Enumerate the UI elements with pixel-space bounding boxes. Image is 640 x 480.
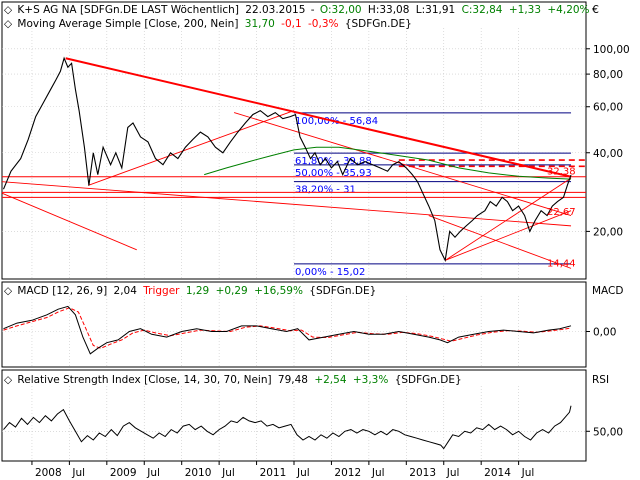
- level-labels: 32,38 22,67 14,44: [547, 167, 576, 270]
- change-pct-value: +4,20%: [547, 4, 589, 16]
- trend-line[interactable]: [87, 110, 295, 186]
- rsi-panel[interactable]: 50,00 ◇ Relative Strength Index [Close, …: [1, 369, 623, 462]
- price-header: ◇ K+S AG NA [SDFGn.DE LAST Wöchentlich] …: [4, 4, 590, 16]
- price-y-axis: 100,00 80,00 60,00 40,00 20,00: [586, 44, 630, 238]
- rsi-value: 79,48: [278, 374, 308, 386]
- collapse-toggle-icon: ◇: [4, 4, 13, 16]
- rsi-y-tick-label: 50,00: [593, 426, 623, 438]
- rsi-change-pct: +3,3%: [353, 374, 388, 386]
- price-y-tick-label: 100,00: [593, 44, 630, 56]
- x-axis-tick-label: 2009: [110, 467, 137, 479]
- sma-header: ◇ Moving Average Simple [Close, 200, Nei…: [4, 18, 412, 30]
- macd-axis-title: MACD: [592, 285, 623, 297]
- x-axis-tick-label: Jul: [446, 467, 460, 479]
- open-value: O:32,00: [320, 4, 362, 16]
- high-value: H:33,08: [368, 4, 410, 16]
- collapse-toggle-icon: ◇: [4, 374, 13, 386]
- trend-line[interactable]: [428, 215, 572, 269]
- price-y-tick-label: 20,00: [593, 226, 623, 238]
- trend-line[interactable]: [445, 210, 572, 261]
- sma-change: -0,1: [281, 18, 302, 30]
- horizontal-levels[interactable]: [2, 159, 586, 198]
- rsi-axis-title: RSI: [592, 374, 609, 386]
- x-axis-tick-label: 2014: [484, 467, 511, 479]
- price-panel-frame: [1, 1, 587, 280]
- x-axis-tick-label: Jul: [521, 467, 535, 479]
- level-price-label: 32,38: [547, 167, 576, 178]
- x-axis-tick-label: 2013: [409, 467, 436, 479]
- rsi-source: {SDFGn.DE}: [395, 374, 462, 386]
- price-y-tick-label: 60,00: [593, 102, 623, 114]
- x-axis-tick-label: 2008: [35, 467, 62, 479]
- sma-value: 31,70: [245, 18, 275, 30]
- trigger-change-pct: +16,59%: [254, 285, 303, 297]
- x-axis-tick-label: Jul: [71, 467, 85, 479]
- trend-line[interactable]: [444, 177, 572, 261]
- fib-level-label: 61,80% - 39,88: [295, 156, 372, 167]
- level-price-label: 14,44: [547, 258, 576, 269]
- macd-y-axis: 0,00: [586, 327, 616, 339]
- macd-source: {SDFGn.DE}: [309, 285, 376, 297]
- trigger-change: +0,29: [216, 285, 248, 297]
- trend-line[interactable]: [65, 57, 572, 178]
- rsi-line: [3, 405, 572, 450]
- trigger-label: Trigger: [142, 285, 180, 297]
- macd-y-tick-label: 0,00: [593, 327, 616, 339]
- x-axis-tick-label: 2012: [334, 467, 361, 479]
- x-axis-tick-label: Jul: [146, 467, 160, 479]
- macd-value: 2,04: [114, 285, 138, 297]
- currency-label: €: [592, 3, 599, 16]
- trend-lines[interactable]: [1, 57, 572, 269]
- fib-level-label: 0,00% - 15,02: [295, 267, 365, 278]
- macd-panel-frame: [1, 281, 587, 368]
- trigger-value: 1,29: [186, 285, 209, 297]
- symbol-label: K+S AG NA [SDFGn.DE LAST Wöchentlich]: [17, 4, 239, 16]
- collapse-toggle-icon: ◇: [4, 18, 13, 30]
- change-value: +1,33: [509, 4, 541, 16]
- close-value: C:32,84: [462, 4, 503, 16]
- sma-200-line: [204, 146, 572, 180]
- low-value: L:31,91: [416, 4, 455, 16]
- rsi-header: ◇ Relative Strength Index [Close, 14, 30…: [4, 374, 462, 386]
- price-y-tick-label: 40,00: [593, 148, 623, 160]
- date-label: 22.03.2015: [245, 4, 305, 16]
- x-axis-tick-label: Jul: [371, 467, 385, 479]
- collapse-toggle-icon: ◇: [4, 285, 13, 297]
- trend-line[interactable]: [1, 192, 137, 251]
- x-axis-tick-label: 2010: [185, 467, 212, 479]
- rsi-change: +2,54: [314, 374, 346, 386]
- sma-source: {SDFGn.DE}: [345, 18, 412, 30]
- price-y-tick-label: 80,00: [593, 69, 623, 81]
- x-axis-tick-label: Jul: [296, 467, 310, 479]
- level-price-label: 22,67: [547, 207, 576, 218]
- time-axis: 2008 Jul 2009 Jul 2010 Jul 2011 Jul 2012 Jul 2013 J…: [31, 461, 535, 479]
- rsi-y-axis: 50,00: [586, 426, 623, 438]
- x-axis-tick-label: Jul: [221, 467, 235, 479]
- x-axis-tick-label: 2011: [260, 467, 287, 479]
- rsi-label: Relative Strength Index [Close, 14, 30, …: [17, 374, 271, 386]
- macd-trigger-line: [3, 307, 572, 349]
- sma-change-pct: -0,3%: [308, 18, 338, 30]
- fib-level-label: 50,00% - 35,93: [295, 168, 372, 179]
- macd-panel[interactable]: 0,00 ◇ MACD [12, 26, 9] 2,04 Trigger 1,2…: [1, 281, 623, 368]
- price-series-line: [2, 56, 572, 263]
- macd-label: MACD [12, 26, 9]: [17, 285, 107, 297]
- sma-label: Moving Average Simple [Close, 200, Nein]: [17, 18, 238, 30]
- trend-line[interactable]: [1, 181, 572, 227]
- fib-level-label: 38,20% - 31: [295, 185, 356, 196]
- rsi-grid: [2, 386, 586, 461]
- macd-header: ◇ MACD [12, 26, 9] 2,04 Trigger 1,29 +0,…: [4, 285, 376, 297]
- macd-line: [3, 305, 572, 355]
